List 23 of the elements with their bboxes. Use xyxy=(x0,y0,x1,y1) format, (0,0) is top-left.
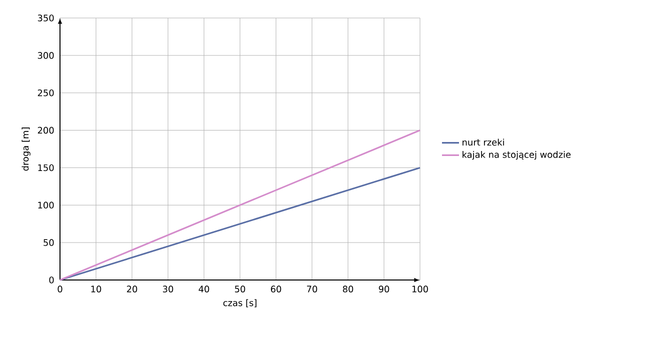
y-tick-label: 350 xyxy=(38,14,54,22)
y-tick-label: 50 xyxy=(44,239,54,246)
y-tick-label: 200 xyxy=(38,126,54,134)
y-tick-label: 150 xyxy=(38,164,54,172)
x-tick-label: 0 xyxy=(58,286,62,292)
x-tick-label: 70 xyxy=(307,286,318,292)
y-tick-label: 250 xyxy=(38,89,54,96)
x-tick-label: 10 xyxy=(91,286,102,292)
x-tick-label: 50 xyxy=(234,286,246,292)
x-axis-title: czas [s] xyxy=(223,299,256,308)
y-tick-label: 100 xyxy=(38,202,54,209)
x-tick-label: 60 xyxy=(270,286,282,292)
x-tick-label: 100 xyxy=(412,286,428,292)
x-tick-label: 40 xyxy=(198,286,210,292)
x-tick-label: 90 xyxy=(378,286,390,292)
legend-label: kajak na stojącej wodzie xyxy=(462,150,571,160)
legend-label: nurt rzeki xyxy=(462,138,504,146)
y-tick-label: 0 xyxy=(49,276,54,284)
x-tick-label: 30 xyxy=(162,286,174,292)
y-tick-label: 300 xyxy=(38,52,54,59)
x-tick-label: 20 xyxy=(126,286,138,292)
x-tick-label: 80 xyxy=(342,286,354,292)
y-axis-title: droga [m] xyxy=(22,128,30,171)
